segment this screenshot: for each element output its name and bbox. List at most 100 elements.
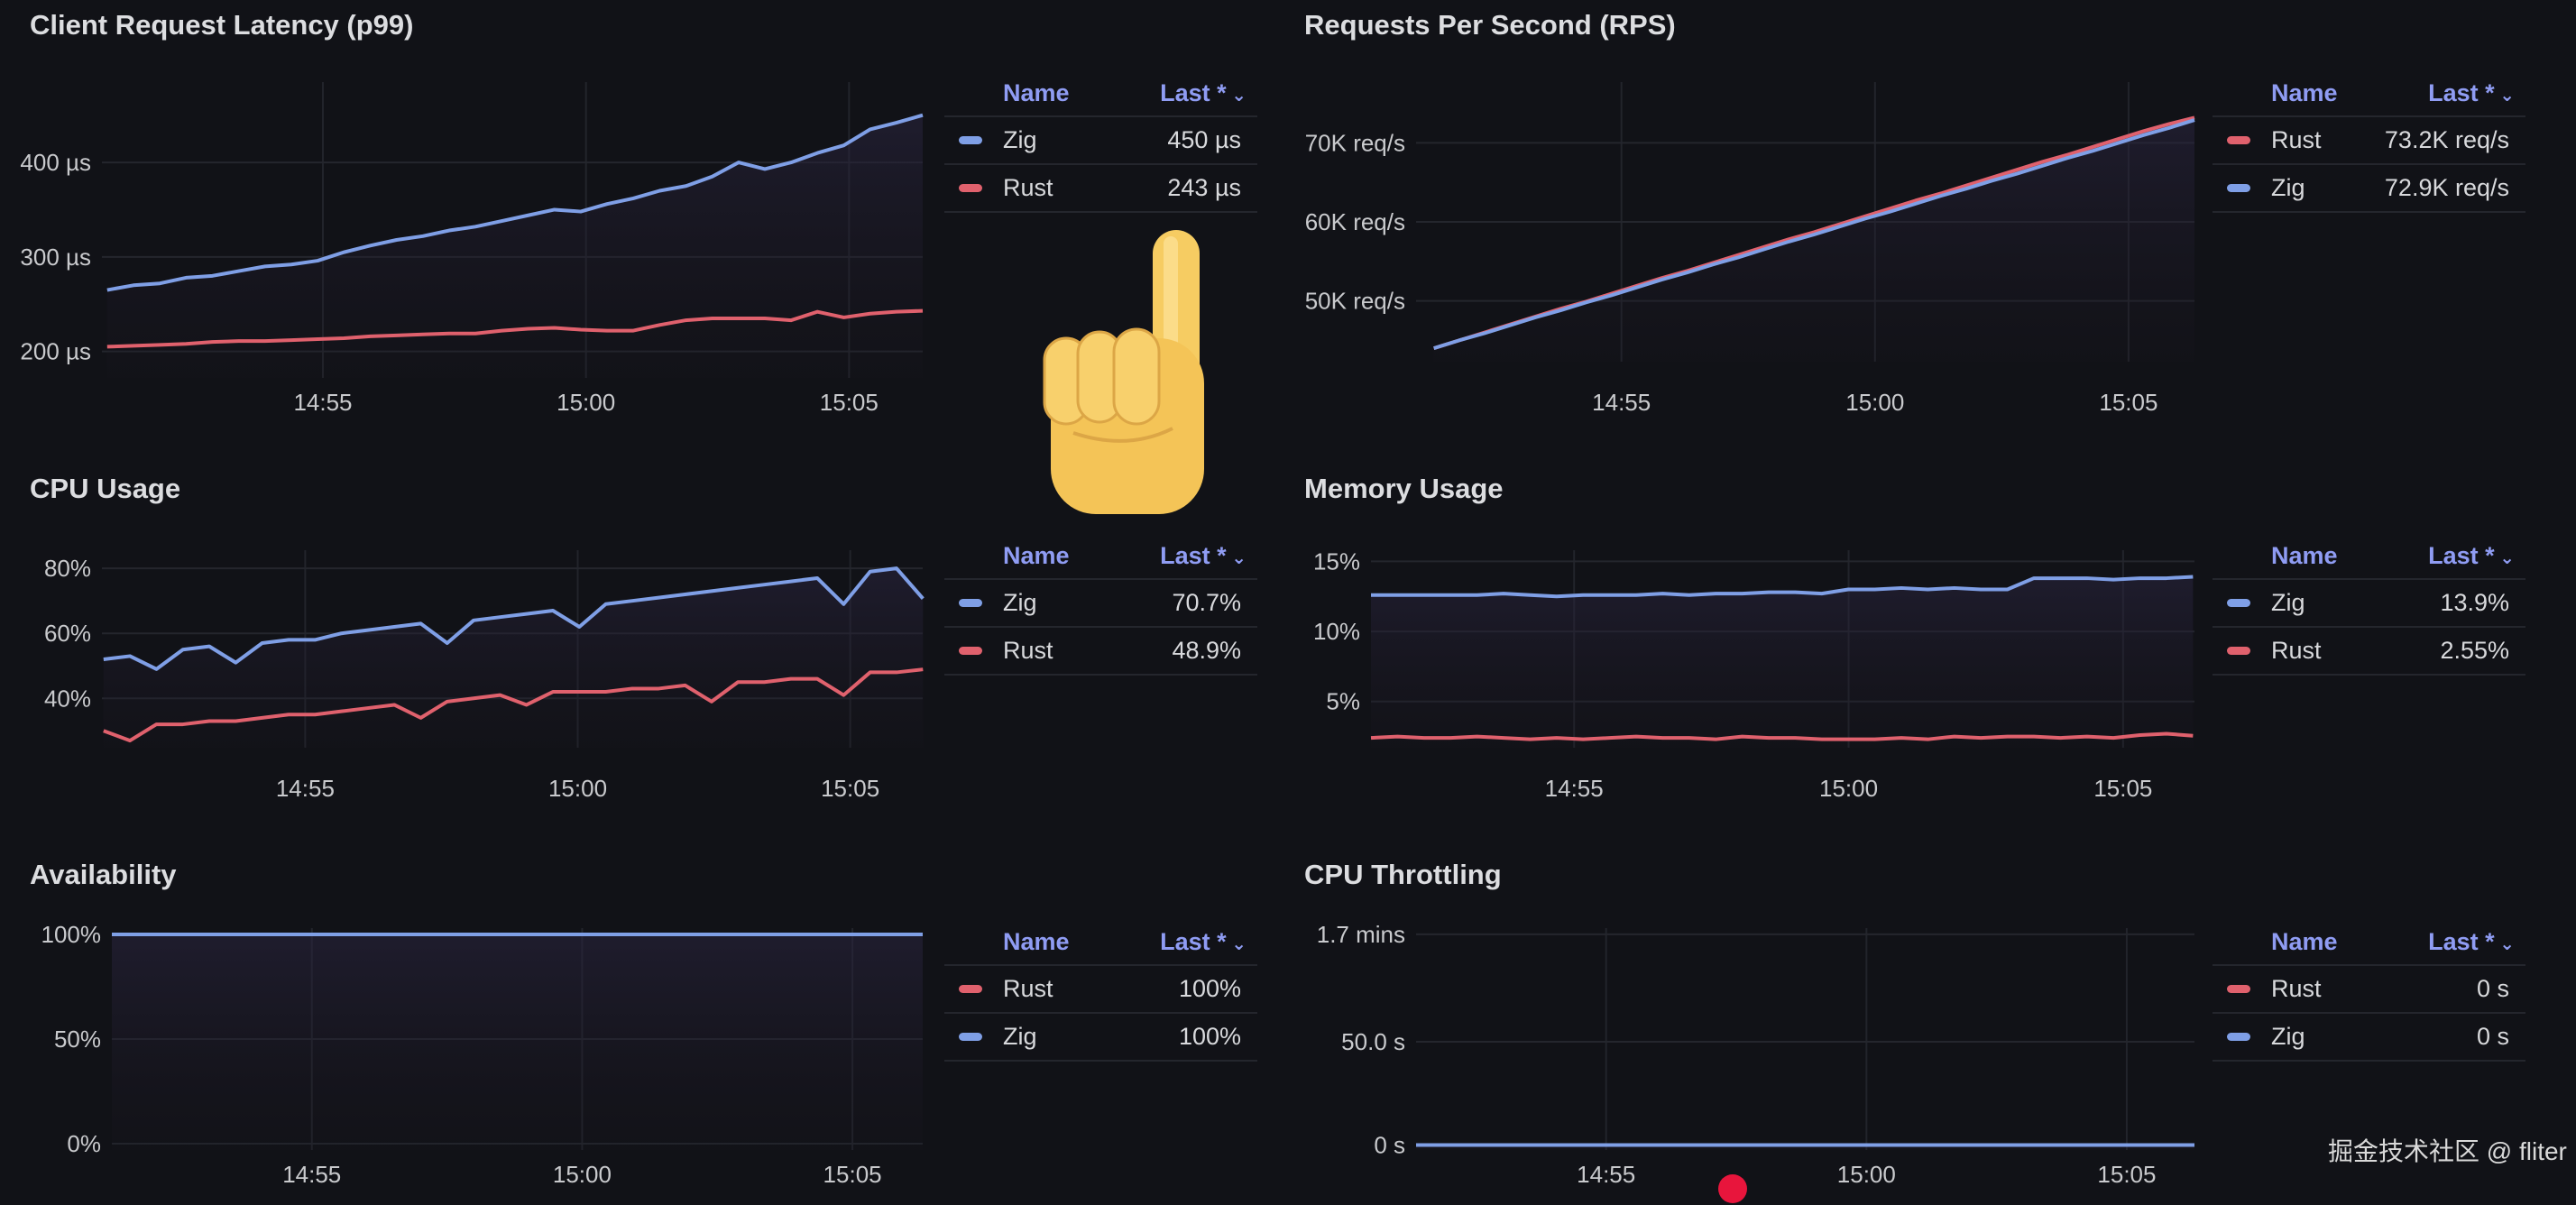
series-line-rust[interactable] xyxy=(103,667,924,743)
legend-last-label: Last * xyxy=(1160,541,1227,569)
legend-item-zig[interactable]: Zig 70.7% xyxy=(944,580,1257,628)
legend-last-header[interactable]: Last * ⌄ xyxy=(1160,542,1247,570)
legend-item-rust[interactable]: Rust 48.9% xyxy=(944,628,1257,676)
legend-last-value: 48.9% xyxy=(1172,637,1241,664)
y-tick-label: 15% xyxy=(1313,547,1360,575)
legend-item-zig[interactable]: Zig 72.9K req/s xyxy=(2213,165,2525,213)
legend-item-zig[interactable]: Zig 100% xyxy=(944,1014,1257,1062)
legend-last-header[interactable]: Last * ⌄ xyxy=(2428,928,2515,956)
legend-name-header[interactable]: Name xyxy=(2271,78,2338,106)
legend-item-rust[interactable]: Rust 2.55% xyxy=(2213,628,2525,676)
y-tick-label: 50K req/s xyxy=(1305,288,1405,315)
latency-legend: Name Last * ⌄ Zig 450 µs Rust 243 µs xyxy=(944,70,1257,213)
y-tick-label: 300 µs xyxy=(20,244,91,271)
chevron-down-icon: ⌄ xyxy=(1226,85,1247,106)
cpu-legend: Name Last * ⌄ Zig 70.7% Rust 48.9% xyxy=(944,533,1257,676)
legend-last-header[interactable]: Last * ⌄ xyxy=(2428,542,2515,570)
series-color-marker xyxy=(959,599,982,607)
legend-header: Name Last * ⌄ xyxy=(2213,919,2525,966)
legend-item-rust[interactable]: Rust 243 µs xyxy=(944,165,1257,213)
legend-last-header[interactable]: Last * ⌄ xyxy=(1160,928,1247,956)
rps-legend: Name Last * ⌄ Rust 73.2K req/s Zig 72.9K req/… xyxy=(2213,70,2525,213)
memory-legend: Name Last * ⌄ Zig 13.9% Rust 2.55% xyxy=(2213,533,2525,676)
legend-name-header[interactable]: Name xyxy=(2271,541,2338,569)
series-line-zig[interactable] xyxy=(1371,575,2194,599)
legend-series-name: Rust xyxy=(2271,975,2322,1002)
throttling-legend: Name Last * ⌄ Rust 0 s Zig 0 s xyxy=(2213,919,2525,1062)
legend-series-name: Zig xyxy=(2271,174,2305,201)
legend-name-header[interactable]: Name xyxy=(2271,927,2338,955)
series-color-marker xyxy=(959,136,982,144)
legend-last-value: 13.9% xyxy=(2440,589,2509,616)
series-color-marker xyxy=(2227,985,2250,993)
legend-item-rust[interactable]: Rust 73.2K req/s xyxy=(2213,117,2525,165)
legend-last-value: 0 s xyxy=(2476,1023,2509,1050)
legend-name-header[interactable]: Name xyxy=(1003,541,1070,569)
series-line-zig[interactable] xyxy=(103,566,925,671)
series-line-rust[interactable] xyxy=(1370,731,2194,741)
legend-series-name: Rust xyxy=(1003,174,1053,201)
legend-last-value: 100% xyxy=(1178,1023,1241,1050)
x-tick-label: 15:05 xyxy=(820,389,879,416)
legend-last-value: 73.2K req/s xyxy=(2384,126,2509,153)
y-tick-label: 100% xyxy=(41,921,102,948)
series-area-fill xyxy=(106,115,924,379)
watermark: 掘金技术社区 @ fliter xyxy=(2328,1137,2567,1165)
legend-last-value: 2.55% xyxy=(2440,637,2509,664)
availability-chart: 14:55 15:00 15:05 0% 50% 100% xyxy=(41,921,923,1188)
availability-panel-title: Availability xyxy=(30,859,177,890)
legend-last-value: 70.7% xyxy=(1172,589,1241,616)
legend-series-name: Zig xyxy=(1003,126,1037,153)
legend-last-label: Last * xyxy=(1160,927,1227,955)
x-tick-label: 15:05 xyxy=(823,1161,882,1188)
memory-chart: 14:55 15:00 15:05 5% 10% 15% xyxy=(1313,547,2194,802)
legend-item-zig[interactable]: Zig 0 s xyxy=(2213,1014,2525,1062)
legend-name-header[interactable]: Name xyxy=(1003,78,1070,106)
legend-item-zig[interactable]: Zig 450 µs xyxy=(944,117,1257,165)
chevron-down-icon: ⌄ xyxy=(2494,547,2515,568)
legend-last-label: Last * xyxy=(1160,78,1227,106)
throttling-panel-title: CPU Throttling xyxy=(1304,859,1502,890)
legend-header: Name Last * ⌄ xyxy=(944,919,1257,966)
legend-series-name: Zig xyxy=(1003,589,1037,616)
x-tick-label: 14:55 xyxy=(1577,1161,1635,1188)
legend-item-rust[interactable]: Rust 100% xyxy=(944,966,1257,1014)
legend-last-header[interactable]: Last * ⌄ xyxy=(2428,79,2515,107)
legend-last-header[interactable]: Last * ⌄ xyxy=(1160,79,1247,107)
x-tick-label: 14:55 xyxy=(293,389,352,416)
series-line-zig[interactable] xyxy=(106,113,924,292)
x-tick-label: 15:05 xyxy=(821,775,879,802)
latency-chart: 14:55 15:00 15:05 200 µs 300 µs 400 µs xyxy=(20,82,924,416)
legend-name-header[interactable]: Name xyxy=(1003,927,1070,955)
chevron-down-icon: ⌄ xyxy=(1226,547,1247,568)
y-tick-label: 50.0 s xyxy=(1341,1028,1405,1055)
memory-panel-title: Memory Usage xyxy=(1304,473,1504,504)
y-tick-label: 0 s xyxy=(1374,1132,1405,1159)
y-tick-label: 40% xyxy=(44,685,91,712)
legend-last-label: Last * xyxy=(2428,541,2495,569)
legend-last-value: 0 s xyxy=(2476,975,2509,1002)
x-tick-label: 14:55 xyxy=(1592,389,1651,416)
y-tick-label: 400 µs xyxy=(20,149,91,176)
series-color-marker xyxy=(2227,184,2250,192)
legend-series-name: Zig xyxy=(2271,589,2305,616)
latency-panel-title: Client Request Latency (p99) xyxy=(30,9,414,41)
x-tick-label: 15:05 xyxy=(2099,389,2157,416)
x-tick-label: 15:00 xyxy=(1837,1161,1896,1188)
availability-legend: Name Last * ⌄ Rust 100% Zig 100% xyxy=(944,919,1257,1062)
legend-series-name: Zig xyxy=(1003,1023,1037,1050)
x-tick-label: 15:05 xyxy=(2097,1161,2156,1188)
series-color-marker xyxy=(2227,599,2250,607)
rps-chart: 14:55 15:00 15:05 50K req/s 60K req/s 70K req… xyxy=(1305,82,2195,416)
legend-item-rust[interactable]: Rust 0 s xyxy=(2213,966,2525,1014)
series-color-marker xyxy=(2227,1033,2250,1041)
y-tick-label: 50% xyxy=(54,1026,101,1053)
cpu-chart: 14:55 15:00 15:05 40% 60% 80% xyxy=(44,550,925,802)
y-tick-label: 60K req/s xyxy=(1305,208,1405,235)
series-line-zig[interactable] xyxy=(1433,118,2195,351)
legend-item-zig[interactable]: Zig 13.9% xyxy=(2213,580,2525,628)
series-color-marker xyxy=(959,1033,982,1041)
legend-series-name: Rust xyxy=(1003,637,1053,664)
series-color-marker xyxy=(2227,136,2250,144)
series-line-rust[interactable] xyxy=(106,308,924,349)
